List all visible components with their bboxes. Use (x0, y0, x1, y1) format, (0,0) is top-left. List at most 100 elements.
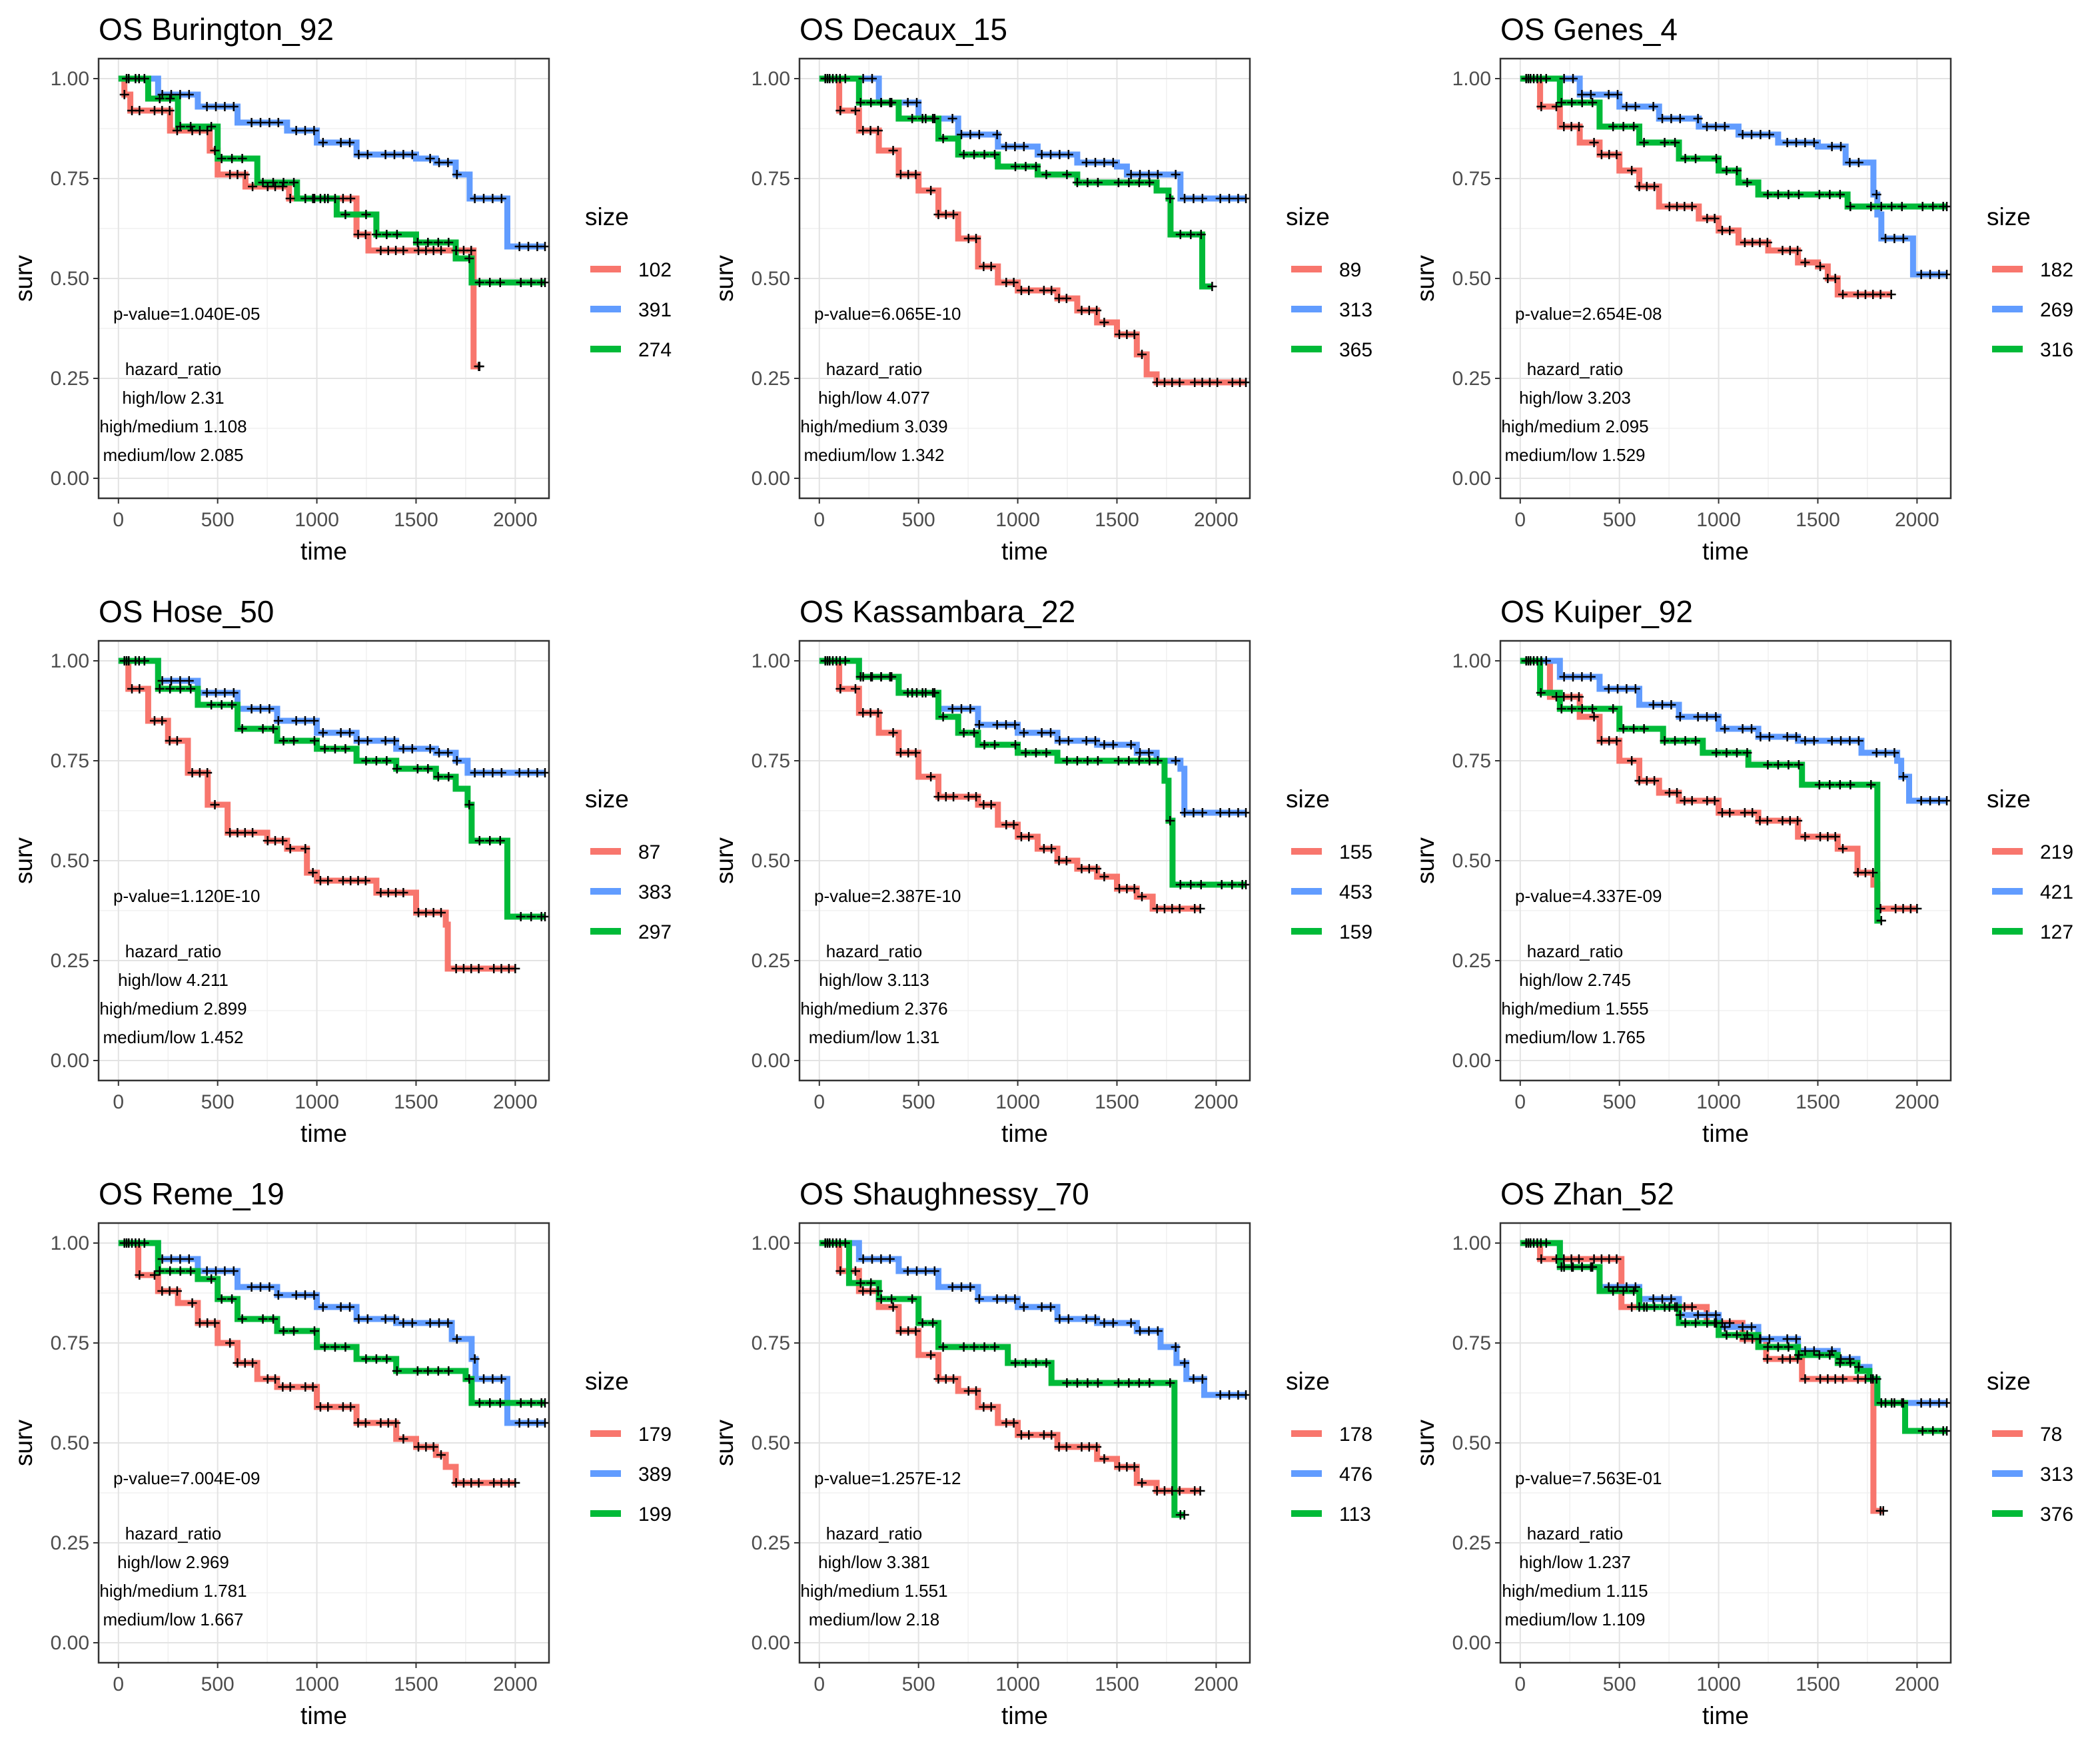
censor-mark (1031, 1358, 1041, 1368)
censor-mark (1091, 736, 1101, 745)
censor-mark (1793, 246, 1803, 255)
censor-mark (237, 154, 247, 163)
censor-mark (1577, 704, 1587, 713)
censor-mark (433, 772, 443, 781)
censor-mark (850, 684, 860, 693)
censor-mark (217, 700, 227, 709)
censor-mark (285, 194, 295, 203)
censor-marks-89 (820, 74, 1251, 387)
censor-mark (974, 1294, 984, 1304)
censor-mark (1108, 1318, 1118, 1328)
censor-mark (485, 278, 495, 287)
censor-mark (1742, 748, 1752, 757)
survival-curve-365 (819, 75, 1213, 290)
x-tick-label: 1500 (1796, 509, 1840, 531)
censor-mark (1241, 808, 1251, 817)
censor-mark (1135, 1326, 1145, 1336)
censor-mark (1134, 1378, 1144, 1388)
legend-label: 274 (638, 339, 672, 361)
censor-mark (1809, 1346, 1819, 1356)
censor-mark (1093, 1378, 1103, 1388)
censor-mark (1175, 1486, 1185, 1496)
censor-mark (1010, 142, 1020, 151)
censor-mark (273, 118, 283, 127)
censor-mark (1586, 672, 1596, 681)
censor-mark (464, 800, 474, 809)
panel-title: OS Hose_50 (99, 594, 274, 629)
y-tick-label: 0.50 (51, 268, 89, 290)
censor-mark (1145, 756, 1155, 765)
censor-mark (361, 1354, 371, 1364)
censor-mark (382, 230, 392, 239)
censor-mark (485, 836, 495, 845)
censor-mark (1845, 780, 1855, 789)
censor-mark (1019, 142, 1029, 151)
censor-mark (380, 1314, 390, 1324)
censor-mark (203, 768, 213, 777)
legend-label: 178 (1339, 1424, 1372, 1446)
y-tick-label: 0.75 (51, 750, 89, 772)
censor-mark (278, 178, 288, 187)
censor-mark (1215, 808, 1225, 817)
censor-mark (1567, 1262, 1577, 1272)
censor-mark (1099, 1318, 1109, 1328)
censor-mark (971, 234, 981, 243)
censor-mark (444, 1366, 454, 1376)
x-tick-label: 1500 (394, 1673, 438, 1695)
censor-mark (398, 888, 408, 897)
censor-mark (1608, 122, 1618, 131)
censor-mark (1738, 130, 1748, 139)
censor-mark (184, 1254, 194, 1264)
censor-mark (318, 728, 328, 737)
y-axis-label: surv (10, 255, 37, 302)
censor-mark (1650, 1302, 1660, 1312)
censor-mark (211, 102, 221, 111)
censor-marks-389 (121, 1238, 550, 1428)
censor-mark (474, 964, 484, 973)
censor-mark (969, 150, 979, 159)
censor-mark (485, 1398, 495, 1408)
censor-mark (1207, 282, 1217, 291)
censor-mark (336, 138, 346, 147)
censor-mark (1942, 270, 1952, 279)
censor-mark (165, 684, 175, 693)
y-tick-label: 0.50 (752, 268, 790, 290)
y-tick-label: 0.00 (1452, 1050, 1491, 1072)
y-tick-label: 1.00 (1452, 1232, 1491, 1254)
censor-mark (1773, 1342, 1783, 1352)
censor-mark (336, 728, 346, 737)
censor-mark (340, 744, 350, 753)
censor-mark (1793, 1354, 1803, 1364)
censor-mark (1144, 748, 1154, 757)
censor-mark (320, 744, 330, 753)
censor-mark (917, 1318, 927, 1328)
hazard-ratio-line: hazard_ratio (826, 1524, 923, 1543)
x-tick-label: 500 (201, 509, 235, 531)
censor-mark (187, 1298, 197, 1308)
censor-mark (172, 1286, 182, 1296)
censor-mark (1845, 1358, 1855, 1368)
censor-mark (1055, 736, 1065, 745)
censor-mark (835, 684, 845, 693)
censor-mark (1782, 138, 1792, 147)
y-tick-label: 0.75 (51, 168, 89, 190)
legend-label: 297 (638, 921, 672, 943)
censor-marks-297 (124, 656, 550, 921)
hazard-ratio-line: hazard_ratio (1527, 941, 1624, 961)
censor-mark (1556, 704, 1566, 713)
censor-mark (268, 724, 278, 733)
x-tick-label: 1500 (394, 1091, 438, 1113)
censor-mark (1144, 1326, 1154, 1336)
censor-mark (1144, 170, 1154, 179)
censor-mark (423, 1366, 433, 1376)
censor-mark (300, 126, 310, 135)
censor-mark (425, 154, 435, 163)
censor-mark (986, 262, 996, 271)
censor-mark (1019, 1302, 1029, 1312)
hazard-ratio-line: medium/low 2.18 (809, 1609, 940, 1629)
censor-mark (825, 1238, 835, 1248)
hazard-ratio-line: high/medium 1.551 (800, 1581, 947, 1601)
y-tick-label: 0.00 (1452, 468, 1491, 490)
censor-mark (310, 194, 320, 203)
censor-mark (1660, 736, 1670, 745)
